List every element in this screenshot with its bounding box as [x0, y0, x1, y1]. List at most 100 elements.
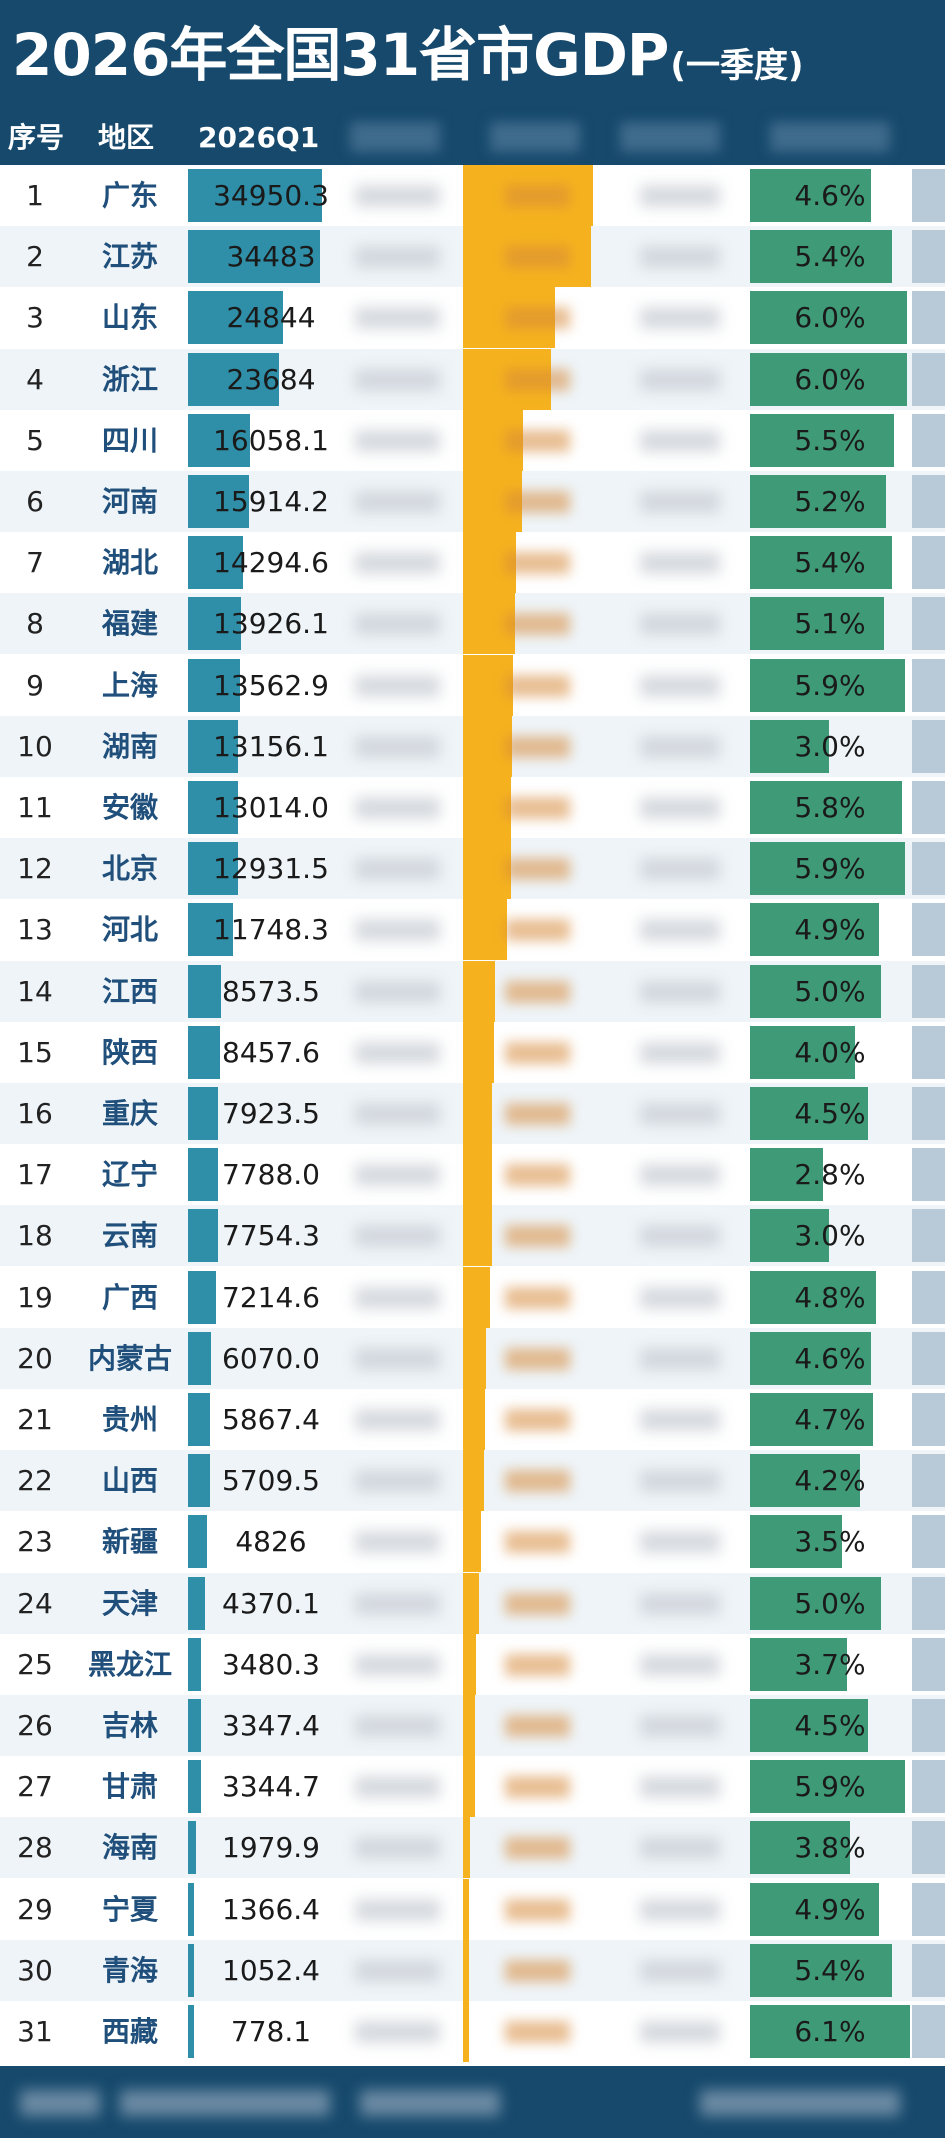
blurred-cell [640, 1715, 720, 1737]
table-row: 3 山东 24844 6.0% [0, 287, 945, 349]
blurred-cell [640, 368, 720, 391]
blurred-cell [505, 429, 570, 452]
blurred-cell [505, 552, 570, 575]
table-row: 10 湖南 13156.1 3.0% [0, 715, 945, 777]
table-row: 19 广西 7214.6 4.8% [0, 1266, 945, 1328]
rank-cell: 18 [17, 1219, 53, 1253]
gdp-value: 4826 [235, 1525, 307, 1559]
table-row: 16 重庆 7923.5 4.5% [0, 1083, 945, 1144]
blurred-cell [505, 858, 570, 881]
blurred-cell [640, 1531, 720, 1554]
edge-column-bar [912, 352, 945, 406]
blurred-cell [505, 980, 570, 1003]
blurred-cell [640, 1653, 720, 1676]
growth-value: 4.9% [794, 913, 866, 947]
rank-cell: 3 [26, 301, 44, 335]
region-cell: 青海 [101, 1953, 158, 1987]
blurred-cell [505, 1776, 570, 1799]
table-row: 7 湖北 14294.6 5.4% [0, 532, 945, 594]
growth-bar [750, 1209, 829, 1263]
table-row: 5 四川 16058.1 5.5% [0, 409, 945, 471]
blurred-bar [463, 960, 495, 1022]
growth-value: 6.0% [794, 362, 866, 396]
blurred-cell [640, 858, 720, 881]
blurred-cell [640, 1898, 720, 1921]
gdp-bar [188, 413, 250, 467]
gdp-value: 13562.9 [213, 668, 329, 702]
edge-column-bar [912, 1637, 945, 1691]
growth-value: 3.7% [794, 1647, 866, 1681]
growth-bar [750, 169, 871, 222]
region-cell: 北京 [101, 852, 158, 886]
blurred-cell [505, 1041, 570, 1064]
blurred-cell [355, 919, 440, 942]
rank-cell: 12 [17, 852, 53, 886]
blurred-cell [505, 1103, 570, 1125]
blurred-cell [355, 368, 440, 391]
blurred-cell [355, 1837, 440, 1860]
blurred-cell [640, 797, 720, 819]
region-cell: 上海 [101, 668, 158, 702]
blurred-cell [505, 1837, 570, 1860]
table-row: 26 吉林 3347.4 4.5% [0, 1695, 945, 1756]
gdp-value: 3344.7 [222, 1770, 320, 1804]
blurred-cell [355, 1959, 440, 1982]
growth-bar [750, 1025, 855, 1079]
growth-bar [750, 1148, 824, 1202]
blurred-cell [505, 185, 570, 207]
gdp-bar [188, 1637, 202, 1691]
rank-cell: 13 [17, 913, 53, 947]
gdp-bar [188, 1087, 219, 1140]
blurred-bar [463, 1756, 476, 1818]
gdp-value: 5867.4 [222, 1403, 320, 1436]
gdp-bar [188, 1699, 201, 1752]
blurred-cell [355, 674, 440, 697]
gdp-bar [188, 1270, 216, 1324]
edge-column-bar [912, 1882, 945, 1936]
blurred-cell [505, 1959, 570, 1982]
blurred-cell [505, 1898, 570, 1921]
table-row: 23 新疆 4826 3.5% [0, 1511, 945, 1573]
edge-column-bar [912, 230, 945, 284]
blurred-cell [505, 1715, 570, 1737]
gdp-bar [188, 658, 240, 712]
rank-cell: 27 [17, 1770, 53, 1804]
gdp-bar [188, 1454, 210, 1508]
blurred-bar [463, 1083, 493, 1144]
chart-subtitle: (一季度) [670, 45, 804, 86]
region-cell: 贵州 [101, 1403, 158, 1436]
growth-bar [750, 842, 905, 896]
blurred-cell [505, 2021, 570, 2043]
gdp-value: 24844 [226, 301, 316, 335]
rank-cell: 16 [17, 1097, 53, 1130]
rank-cell: 26 [17, 1709, 53, 1742]
blurred-bar [463, 715, 512, 777]
growth-bar [750, 597, 884, 651]
blurred-cell [640, 1164, 720, 1187]
header-region: 地区 [98, 121, 155, 154]
blurred-cell [505, 491, 570, 513]
blurred-bar [463, 777, 512, 838]
growth-value: 5.0% [794, 1586, 866, 1620]
table-row: 31 西藏 778.1 6.1% [0, 2001, 945, 2062]
rank-cell: 9 [26, 668, 44, 702]
edge-column-bar [912, 536, 945, 590]
growth-value: 4.2% [794, 1464, 866, 1498]
gdp-value: 7214.6 [222, 1280, 320, 1314]
blurred-cell [640, 246, 720, 269]
blurred-bar [463, 1450, 485, 1512]
blurred-cell [505, 368, 570, 391]
region-cell: 甘肃 [101, 1770, 158, 1804]
blurred-cell [355, 1103, 440, 1125]
growth-bar [750, 1087, 869, 1140]
edge-column-bar [912, 1943, 945, 1997]
rank-cell: 10 [17, 729, 53, 763]
region-cell: 湖北 [101, 546, 158, 580]
rank-cell: 19 [17, 1280, 53, 1314]
table-row: 25 黑龙江 3480.3 3.7% [0, 1633, 945, 1695]
growth-value: 3.8% [794, 1831, 866, 1865]
gdp-value: 5709.5 [222, 1464, 320, 1498]
gdp-bar [188, 352, 279, 406]
blurred-cell [355, 2021, 440, 2043]
